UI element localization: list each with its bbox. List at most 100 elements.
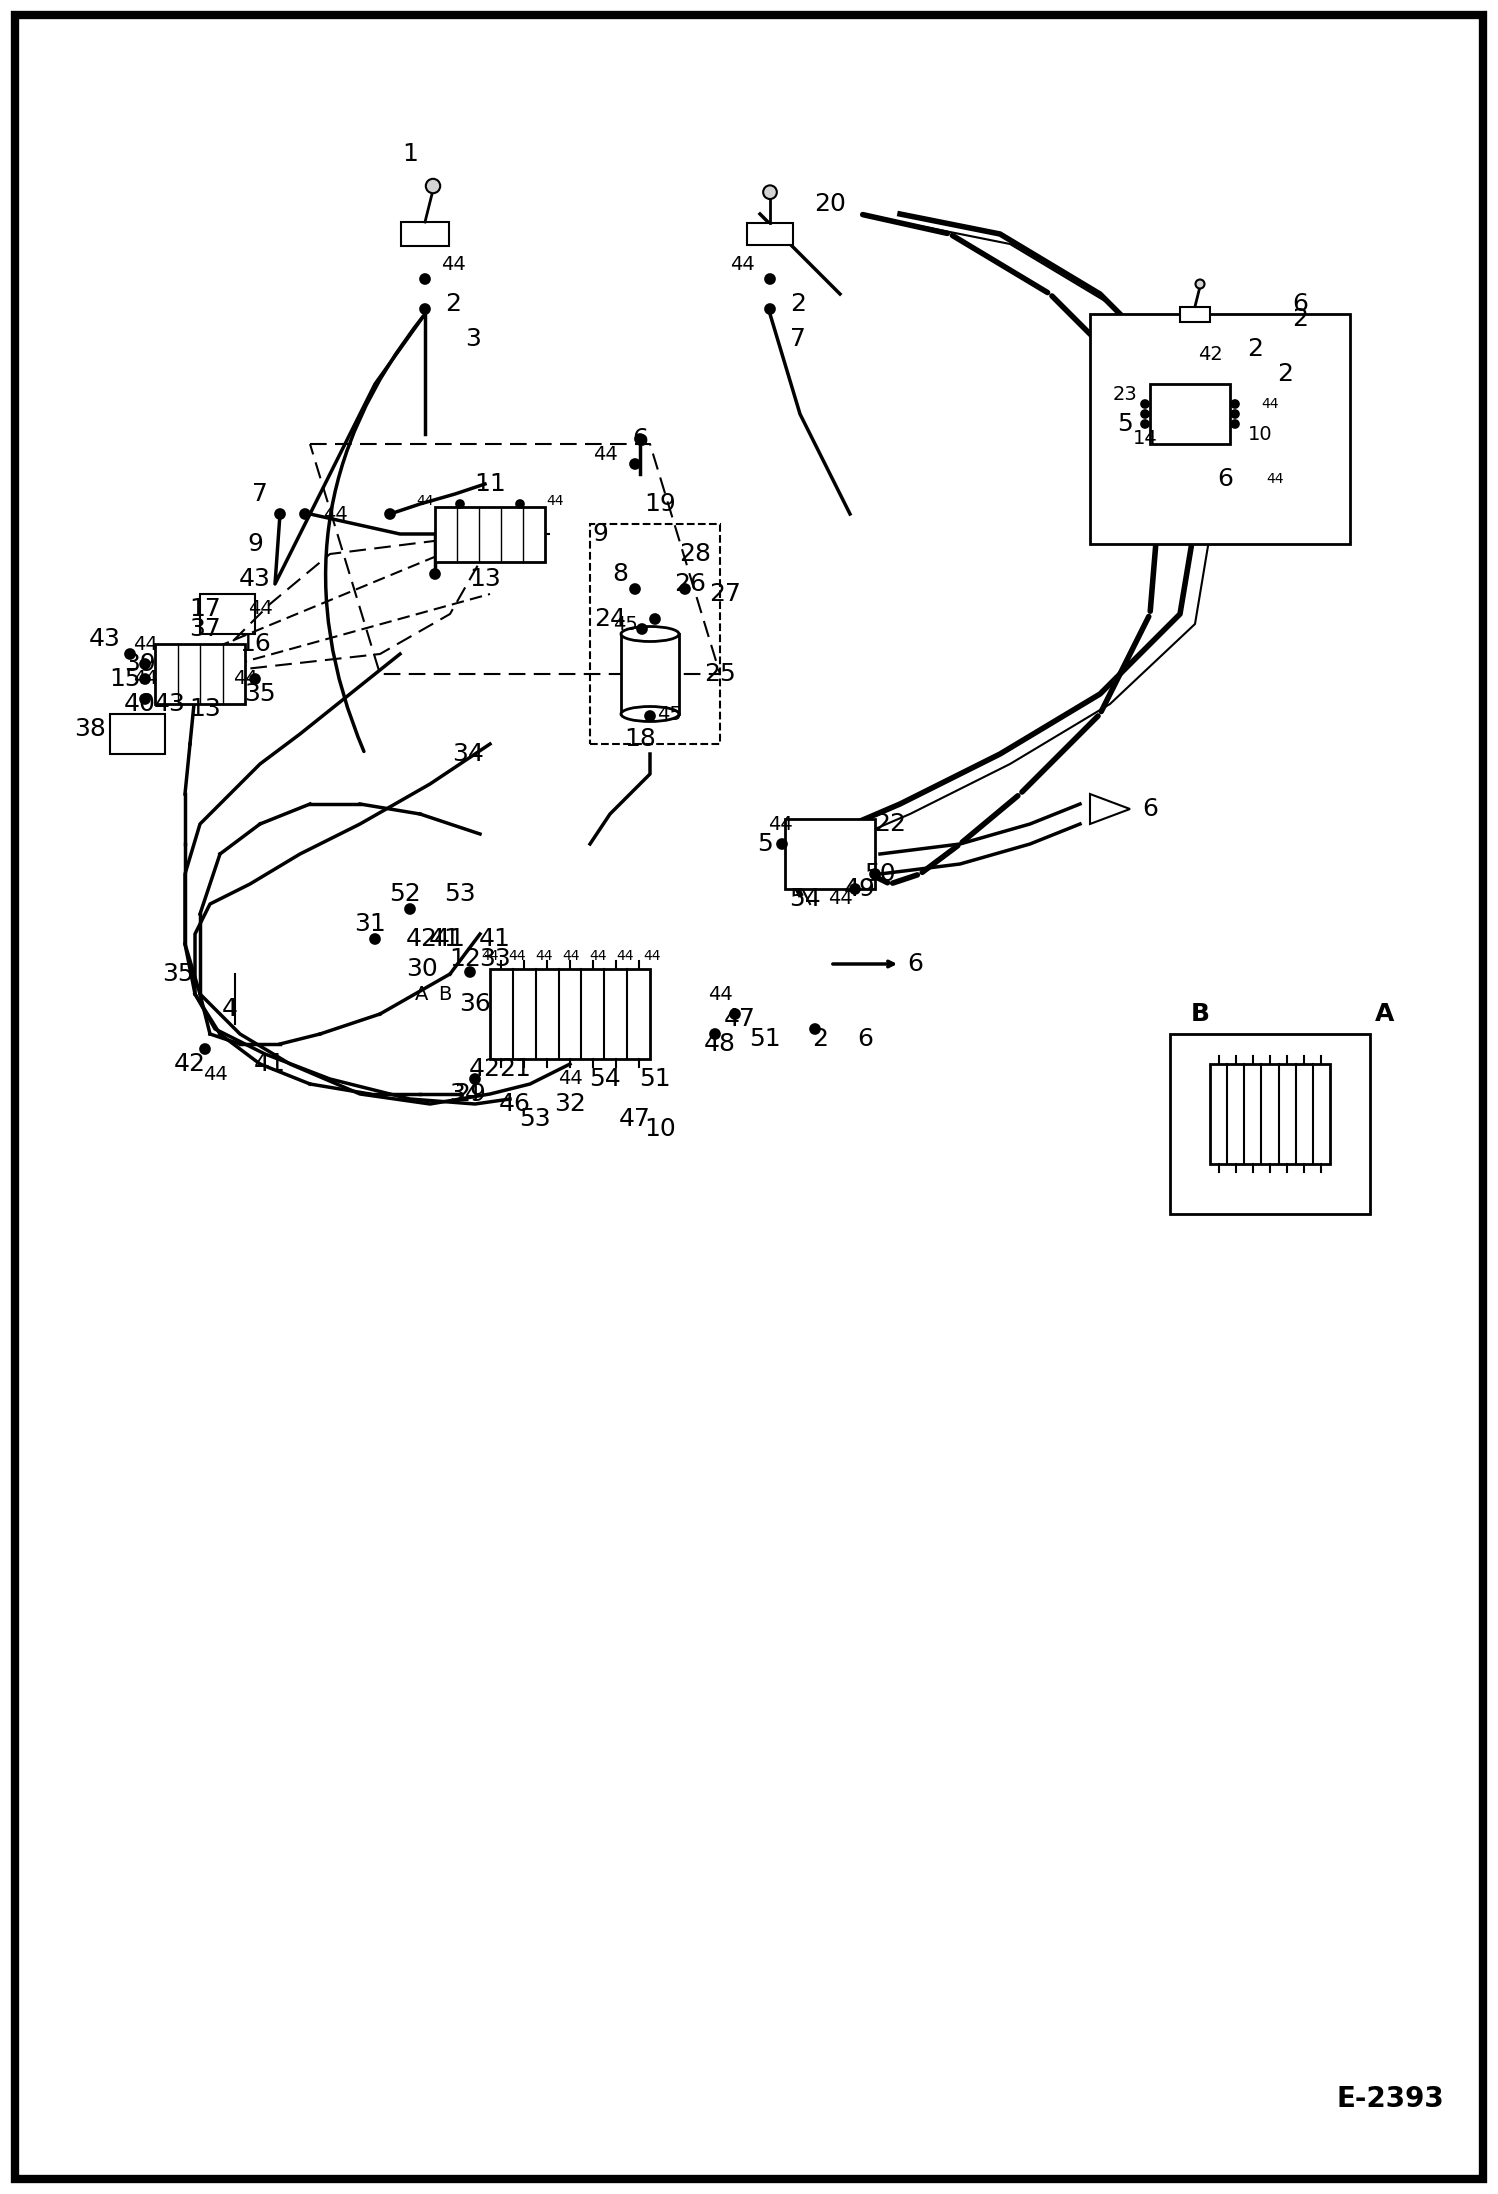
Text: 43: 43	[240, 566, 271, 590]
Bar	[434, 507, 545, 562]
Circle shape	[276, 509, 285, 520]
Bar	[1210, 1064, 1330, 1165]
Bar	[1170, 1033, 1371, 1213]
Circle shape	[1195, 279, 1204, 287]
Text: 3: 3	[464, 327, 481, 351]
Text: 44: 44	[133, 634, 157, 654]
Text: 24: 24	[595, 608, 626, 632]
Circle shape	[370, 935, 380, 943]
Text: 51: 51	[749, 1027, 780, 1051]
Text: 43: 43	[88, 627, 121, 652]
Text: 2: 2	[445, 292, 461, 316]
Text: 6: 6	[1216, 467, 1233, 491]
Text: 22: 22	[873, 812, 906, 836]
Text: 4: 4	[222, 996, 238, 1020]
Text: 44: 44	[1261, 397, 1279, 410]
Circle shape	[765, 305, 774, 314]
Circle shape	[765, 274, 774, 283]
Polygon shape	[1091, 794, 1129, 825]
Text: 51: 51	[640, 1066, 671, 1090]
Text: 2: 2	[1246, 338, 1263, 362]
Text: 44: 44	[1266, 472, 1284, 487]
Circle shape	[849, 884, 860, 893]
Text: 19: 19	[644, 491, 676, 516]
Text: 42: 42	[1197, 344, 1222, 364]
Text: 44: 44	[593, 445, 617, 463]
Text: 7: 7	[252, 483, 268, 507]
Circle shape	[710, 1029, 721, 1040]
Text: 44: 44	[232, 669, 258, 689]
Text: 53: 53	[520, 1108, 551, 1130]
Text: 34: 34	[452, 742, 484, 766]
Text: 44: 44	[827, 889, 852, 908]
Text: 44: 44	[535, 950, 553, 963]
Text: 44: 44	[202, 1064, 228, 1084]
Text: 6: 6	[906, 952, 923, 976]
Text: 44: 44	[322, 505, 348, 524]
Text: 39: 39	[124, 652, 156, 676]
Text: 46: 46	[499, 1093, 530, 1117]
Text: 2: 2	[789, 292, 806, 316]
Text: 44: 44	[247, 599, 273, 619]
Text: 2: 2	[1276, 362, 1293, 386]
Text: 41: 41	[479, 928, 511, 950]
Circle shape	[250, 674, 261, 685]
Text: 26: 26	[674, 573, 706, 597]
Circle shape	[777, 838, 786, 849]
Bar	[154, 645, 246, 704]
Text: 44: 44	[416, 494, 434, 509]
Text: 44: 44	[589, 950, 607, 963]
Circle shape	[1141, 419, 1149, 428]
Bar	[1150, 384, 1230, 443]
Text: 44: 44	[767, 814, 792, 834]
Circle shape	[385, 509, 395, 520]
Text: 9: 9	[592, 522, 608, 546]
Text: 44: 44	[616, 950, 634, 963]
Circle shape	[646, 711, 655, 722]
Ellipse shape	[622, 706, 679, 722]
Text: 31: 31	[354, 913, 386, 937]
Ellipse shape	[622, 627, 679, 641]
Text: 17: 17	[189, 597, 220, 621]
Text: A: A	[415, 985, 428, 1003]
Bar	[401, 222, 449, 246]
Circle shape	[1231, 419, 1239, 428]
Circle shape	[464, 968, 475, 976]
Circle shape	[139, 693, 150, 704]
Circle shape	[1231, 399, 1239, 408]
Text: 12: 12	[449, 948, 481, 972]
Text: 44: 44	[481, 950, 499, 963]
Text: 47: 47	[619, 1108, 652, 1130]
Text: 2: 2	[1291, 307, 1308, 331]
Circle shape	[425, 178, 440, 193]
Text: 41: 41	[428, 928, 461, 950]
Text: 25: 25	[704, 663, 736, 687]
Circle shape	[631, 459, 640, 470]
Text: 21: 21	[499, 1058, 530, 1082]
Circle shape	[470, 1075, 479, 1084]
Text: 43: 43	[154, 691, 186, 715]
Text: 41: 41	[434, 928, 466, 950]
Text: 9: 9	[247, 531, 264, 555]
Text: 27: 27	[709, 581, 742, 606]
Text: 50: 50	[864, 862, 896, 886]
Text: 42: 42	[469, 1058, 500, 1082]
Text: 45: 45	[658, 704, 683, 724]
Circle shape	[1141, 410, 1149, 419]
Text: 20: 20	[813, 193, 846, 215]
Text: 5: 5	[756, 832, 773, 856]
Text: 54: 54	[789, 886, 821, 911]
Text: 53: 53	[445, 882, 476, 906]
Text: 36: 36	[458, 992, 491, 1016]
Circle shape	[730, 1009, 740, 1018]
Text: 5: 5	[1118, 412, 1132, 437]
Circle shape	[1141, 399, 1149, 408]
Text: 42: 42	[406, 928, 437, 950]
Text: 49: 49	[843, 878, 876, 902]
Text: 52: 52	[389, 882, 421, 906]
Text: E-2393: E-2393	[1336, 2084, 1444, 2113]
Text: 35: 35	[244, 682, 276, 706]
Circle shape	[201, 1044, 210, 1053]
Circle shape	[124, 649, 135, 658]
Text: 40: 40	[124, 691, 156, 715]
